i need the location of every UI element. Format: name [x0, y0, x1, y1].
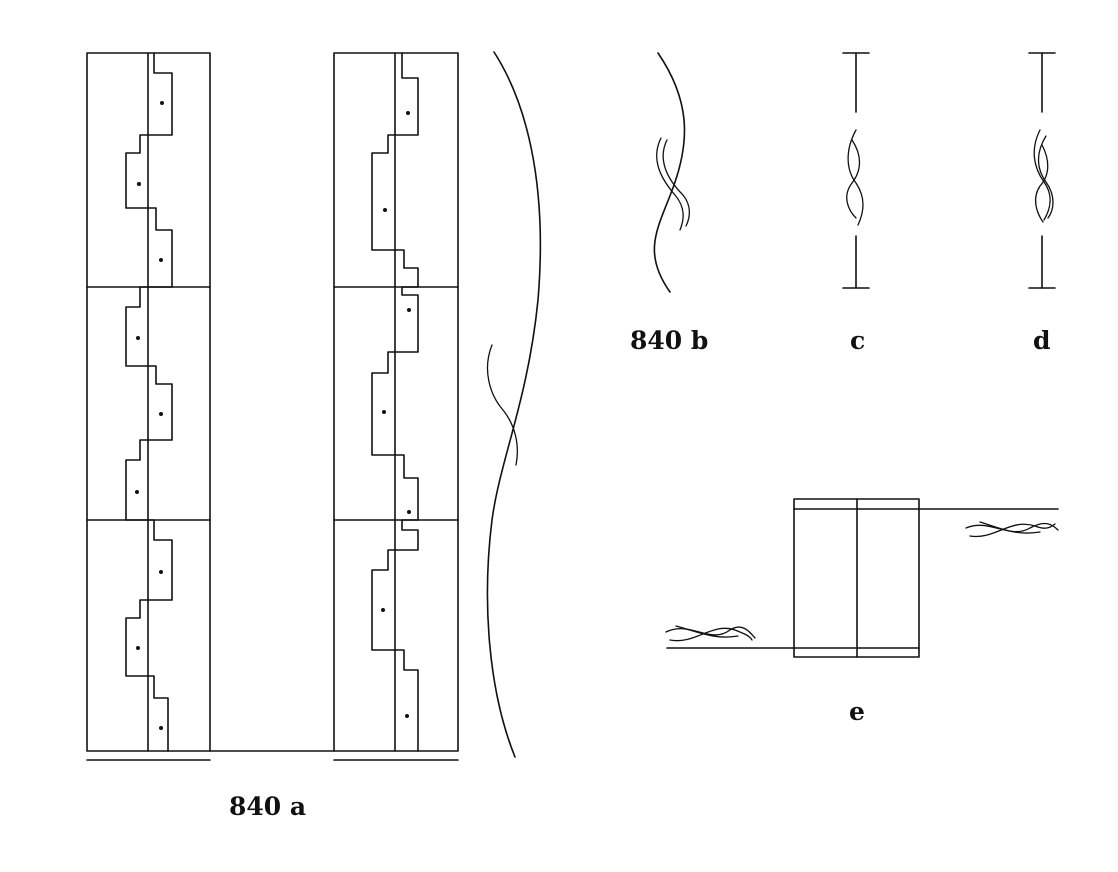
diagram-840a-right-strip — [333, 52, 459, 752]
stitch-dot — [135, 490, 139, 494]
diagram-d-join — [1028, 52, 1056, 289]
diagram-840a-left-strip — [86, 52, 211, 752]
stitch-dot — [136, 646, 140, 650]
d-twist-1 — [1033, 129, 1051, 221]
e-right-twist-3 — [979, 521, 1041, 534]
stitch-dot — [137, 182, 141, 186]
warp-curve-long — [486, 51, 542, 758]
thread-main — [653, 52, 686, 293]
diagram-840b-twisted-thread — [653, 52, 691, 293]
d-twist-3 — [1034, 144, 1049, 223]
stitch-dot — [160, 101, 164, 105]
thread-twist-1 — [656, 137, 684, 231]
stitch-dot — [159, 258, 163, 262]
stitch-dot — [407, 308, 411, 312]
stitch-dot — [159, 570, 163, 574]
stitch-dot — [382, 410, 386, 414]
stitch-dot — [383, 208, 387, 212]
stitch-dot — [406, 111, 410, 115]
stitch-dot — [407, 510, 411, 514]
label-840a: 840 a — [229, 792, 306, 821]
stitch-dot — [159, 412, 163, 416]
diagram-e-block — [665, 498, 1059, 658]
d-twist-2 — [1037, 135, 1054, 219]
thread-twist-2 — [662, 139, 691, 227]
diagram-c-join — [842, 52, 870, 289]
stitch-dot — [381, 608, 385, 612]
right-strip-stepped-join — [371, 52, 419, 752]
label-e: e — [849, 697, 865, 726]
right-strip-frame — [333, 52, 459, 752]
stitch-dot — [405, 714, 409, 718]
e-right-twist-2 — [969, 523, 1056, 538]
stitch-dot — [136, 336, 140, 340]
left-strip-stepped-join — [125, 52, 173, 752]
label-c: c — [850, 326, 865, 355]
e-right-twist-1 — [965, 522, 1059, 533]
label-840b: 840 b — [630, 326, 708, 355]
e-left-twist-2 — [669, 627, 753, 642]
stitch-dot — [159, 726, 163, 730]
c-twist-2 — [846, 139, 861, 219]
c-twist-1 — [847, 129, 864, 226]
e-left-twist-3 — [675, 625, 739, 638]
warp-crossing-strand — [486, 344, 518, 466]
label-d: d — [1033, 326, 1050, 355]
